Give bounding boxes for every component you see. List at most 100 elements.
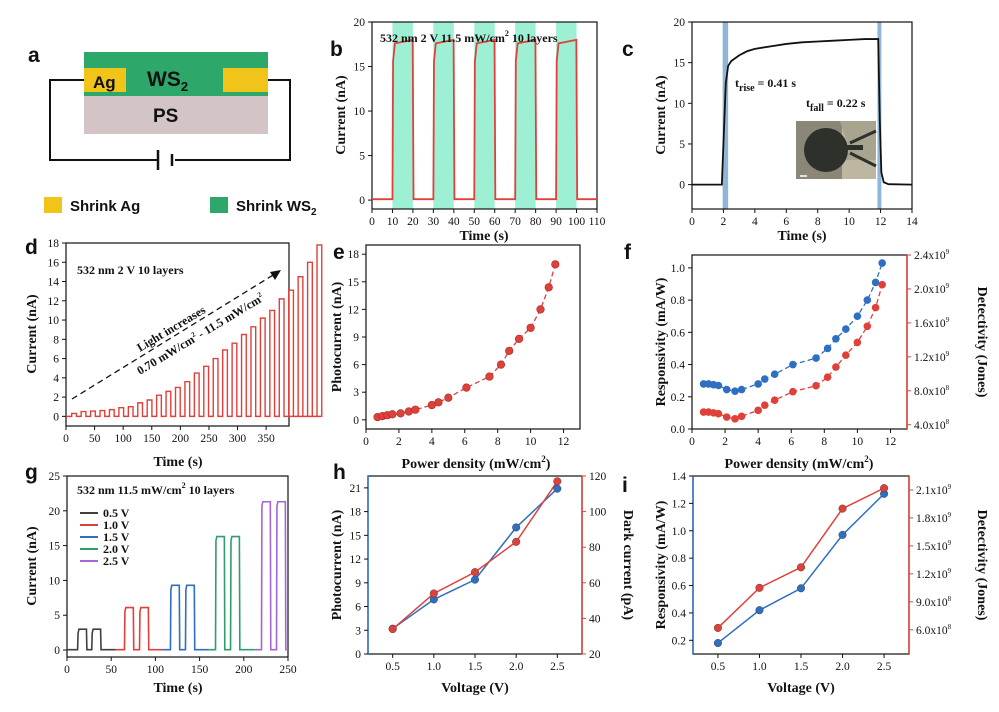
panel-a: a Ag WS2 PS Shrink Ag Shrink WS2: [28, 44, 317, 218]
responsivity-point: [832, 334, 840, 343]
detectivity-point: [760, 401, 769, 410]
responsivity-point: [863, 296, 872, 304]
x-tick-label: 10: [843, 216, 855, 228]
y-tick-label: 1.0: [672, 526, 687, 538]
data-point: [838, 530, 847, 539]
x-tick-label: 2: [721, 216, 727, 228]
dark-current-line: [392, 480, 558, 630]
x-tick-label: 300: [229, 433, 247, 445]
panel-c-frame: [691, 21, 913, 210]
y-tick-label: 0: [359, 195, 365, 207]
legend-ws2-text: Shrink WS2: [236, 198, 317, 218]
y-tick-label: 20: [674, 17, 686, 29]
y2-tick-label: 80: [589, 542, 601, 554]
panel-c-label: c: [622, 38, 634, 61]
detectivity-point: [754, 406, 762, 415]
panel-g-ylabel: Current (nA): [25, 526, 40, 606]
panel-h-ylabel: Photocurrent (nA): [330, 509, 345, 620]
data-point: [880, 484, 889, 493]
data-point: [553, 477, 562, 486]
y-tick-label: 0.8: [672, 553, 687, 565]
ag-electrode-right: [223, 68, 268, 92]
data-point: [388, 625, 397, 634]
panel-i-ylabel: Responsivity (mA/W): [654, 500, 669, 629]
x-tick-label: 250: [279, 664, 297, 676]
detectivity-point: [770, 396, 779, 404]
legend-label: 1.0 V: [103, 518, 130, 532]
detectivity-line: [717, 487, 885, 629]
data-point: [551, 260, 560, 269]
y2-tick-label: 100: [589, 507, 607, 519]
panel-i-xlabel: Voltage (V): [767, 681, 835, 696]
panel-f-xlabel: Power density (mW/cm2): [725, 454, 874, 472]
x-tick-label: 10: [387, 216, 399, 228]
y-tick-label: 0: [353, 415, 359, 427]
illumination-band: [433, 22, 454, 209]
data-point: [755, 583, 764, 592]
responsivity-point: [812, 354, 820, 362]
x-tick-label: 6: [783, 216, 789, 228]
panel-g-frame: [66, 475, 289, 658]
y-tick-label: 15: [348, 277, 360, 289]
responsivity-point: [789, 360, 797, 369]
x-tick-label: 40: [448, 216, 460, 228]
iv-pulse-series: [254, 500, 288, 651]
detectivity-point: [731, 415, 739, 423]
panel-h-y2label: Dark current (pA): [620, 510, 635, 621]
y-tick-label: 0.0: [671, 424, 686, 436]
data-point: [838, 504, 847, 513]
responsivity-point: [871, 278, 880, 287]
detectivity-point: [823, 373, 832, 382]
x-tick-label: 150: [143, 433, 161, 445]
data-point: [429, 589, 438, 598]
x-tick-label: 20: [407, 216, 419, 228]
panel-f: f 0 2 4 6 8 10 12 0.0 0.2 0.4 0.6 0.8 1.0 4.0x108 8.0x…: [624, 241, 989, 472]
data-point: [512, 523, 521, 532]
detectivity-point: [812, 381, 820, 390]
ps-label: PS: [153, 106, 178, 127]
increase-arrow: [71, 271, 279, 400]
data-point: [388, 410, 397, 419]
y-tick-label: 18: [48, 238, 60, 250]
panel-f-label: f: [624, 241, 632, 264]
y-tick-label: 0.2: [671, 392, 686, 404]
illumination-band: [515, 22, 536, 209]
y2-tick-label: 120: [589, 471, 607, 483]
illumination-band: [556, 22, 577, 209]
data-point: [553, 484, 562, 493]
y2-tick-label: 20: [589, 649, 601, 661]
x-tick-label: 1.0: [752, 661, 767, 673]
panel-d-ylabel: Current (nA): [25, 294, 40, 374]
panel-d-label: d: [25, 236, 38, 259]
x-tick-label: 2.5: [877, 661, 892, 673]
x-tick-label: 2: [722, 436, 728, 448]
y-tick-label: 10: [674, 98, 686, 110]
illumination-band: [474, 22, 495, 209]
y-tick-label: 6: [53, 354, 59, 366]
y-tick-label: 12: [348, 304, 360, 316]
x-tick-label: 0: [369, 216, 375, 228]
responsivity-line: [703, 262, 883, 392]
panel-d: d 0 50 100 150 200 250 300 350 0 2 4 6 8 10 12 14 16 18 5…: [25, 236, 323, 470]
x-tick-label: 60: [489, 216, 501, 228]
y2-tick-label: 40: [589, 613, 601, 625]
panel-e: e 0 2 4 6 8 10 12 0 3 6 9 12 15 18 Power density (mW/…: [330, 241, 581, 472]
y2-tick-label: 4.0x108: [914, 418, 950, 432]
y-tick-label: 20: [49, 506, 61, 518]
data-point: [462, 383, 471, 392]
ws2-label: WS2: [147, 68, 188, 94]
data-point: [514, 334, 524, 343]
legend-ag-swatch: [44, 197, 62, 213]
y-tick-label: 0: [679, 180, 685, 192]
x-tick-label: 200: [235, 664, 253, 676]
y-tick-label: 12: [350, 554, 362, 566]
x-tick-label: 150: [191, 664, 209, 676]
y2-tick-label: 6.0x108: [916, 623, 952, 637]
y-tick-label: 8: [53, 334, 59, 346]
legend-label: 1.5 V: [103, 530, 130, 544]
detectivity-point: [714, 409, 723, 418]
panel-h-label: h: [333, 461, 346, 484]
data-point: [444, 393, 453, 402]
y-tick-label: 0.4: [671, 360, 686, 372]
iv-pulse-series: [208, 535, 255, 651]
